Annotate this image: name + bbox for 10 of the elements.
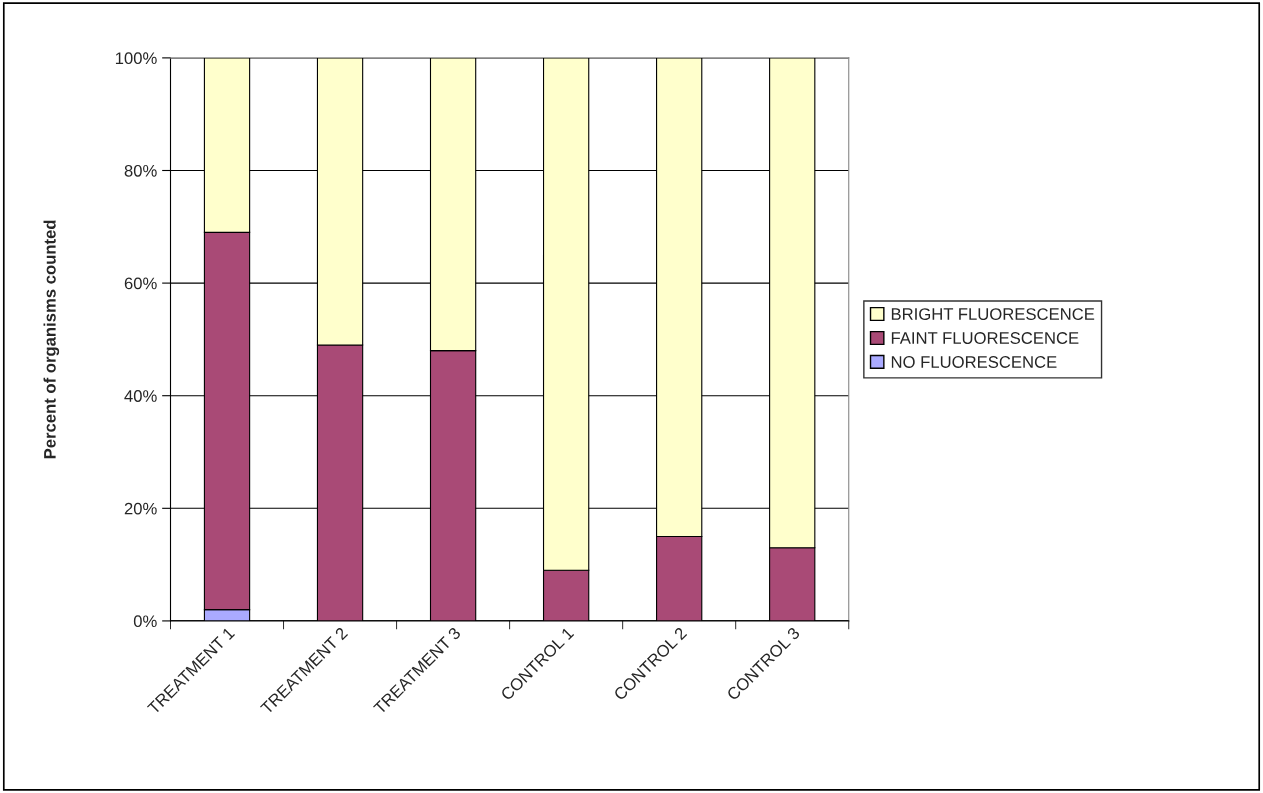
y-tick-label: 60% <box>124 277 157 290</box>
y-axis-title: Percent of organisms counted <box>43 220 60 459</box>
y-tick-label: 80% <box>124 164 157 177</box>
legend-label: NO FLUORESCENCE <box>891 356 1057 368</box>
y-tick-label: 20% <box>124 502 157 515</box>
legend-label: BRIGHT FLUORESCENCE <box>891 308 1095 320</box>
y-tick-label: 40% <box>124 390 157 402</box>
y-tick-label: 100% <box>115 52 157 65</box>
legend-label: FAINT FLUORESCENCE <box>891 332 1079 344</box>
y-tick-label: 0% <box>133 615 157 628</box>
